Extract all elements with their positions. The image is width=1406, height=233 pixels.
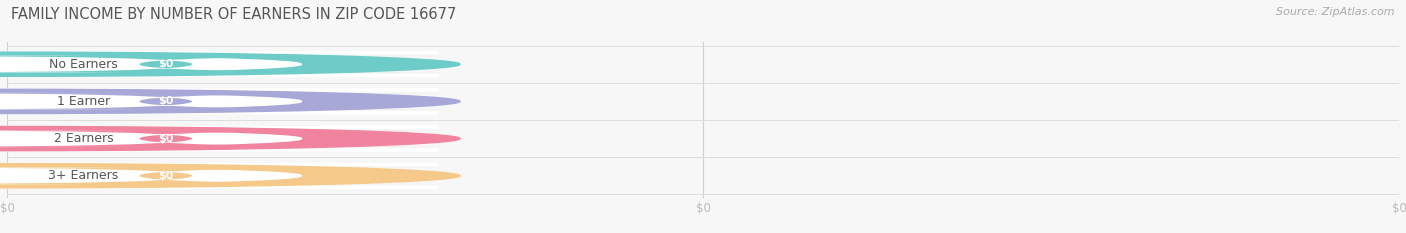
Text: $0: $0 (157, 59, 173, 69)
FancyBboxPatch shape (0, 56, 450, 72)
Circle shape (0, 127, 460, 151)
FancyBboxPatch shape (0, 164, 439, 187)
Circle shape (0, 56, 301, 72)
Circle shape (0, 168, 301, 184)
Text: $0: $0 (157, 171, 173, 181)
Text: 1 Earner: 1 Earner (58, 95, 110, 108)
Circle shape (0, 93, 301, 109)
FancyBboxPatch shape (0, 90, 439, 113)
FancyBboxPatch shape (0, 127, 439, 150)
Text: No Earners: No Earners (49, 58, 118, 71)
Text: FAMILY INCOME BY NUMBER OF EARNERS IN ZIP CODE 16677: FAMILY INCOME BY NUMBER OF EARNERS IN ZI… (11, 7, 457, 22)
FancyBboxPatch shape (0, 168, 450, 184)
FancyBboxPatch shape (0, 53, 439, 76)
FancyBboxPatch shape (0, 130, 450, 147)
Circle shape (0, 52, 460, 76)
Circle shape (0, 164, 460, 188)
Circle shape (0, 89, 460, 113)
Text: Source: ZipAtlas.com: Source: ZipAtlas.com (1277, 7, 1395, 17)
Circle shape (0, 131, 301, 147)
FancyBboxPatch shape (0, 93, 450, 110)
Text: 2 Earners: 2 Earners (53, 132, 114, 145)
Text: $0: $0 (157, 96, 173, 106)
Text: $0: $0 (157, 134, 173, 144)
Text: 3+ Earners: 3+ Earners (48, 169, 118, 182)
